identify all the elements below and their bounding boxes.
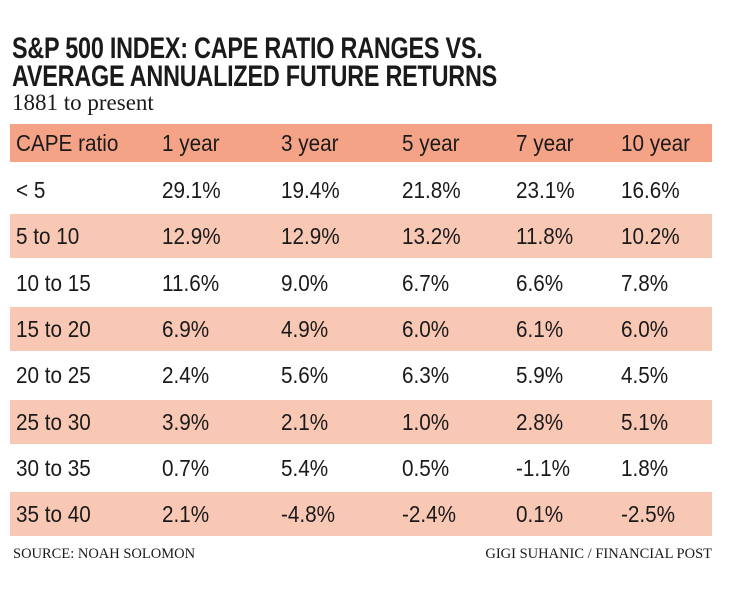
table-cell: 11.8%: [516, 223, 574, 250]
table-cell: 6.1%: [516, 315, 564, 342]
table-cell: 23.1%: [516, 177, 575, 203]
title: S&P 500 INDEX: CAPE RATIO RANGES VS.: [12, 32, 483, 65]
table-cell: -2.4%: [402, 501, 457, 528]
table-cell: 21.8%: [402, 177, 461, 203]
table-row: 15 to 20 6.9% 4.9% 6.0% 6.1% 6.0%: [10, 306, 712, 351]
column-header: 10 year: [621, 130, 691, 156]
title: AVERAGE ANNUALIZED FUTURE RETURNS: [12, 60, 497, 93]
table-row: 35 to 40 2.1% -4.8% -2.4% 0.1% -2.5%: [10, 492, 712, 537]
table-cell: 25 to 30: [16, 408, 91, 435]
table-cell: 6.0%: [402, 315, 450, 342]
table-cell: 30 to 35: [16, 454, 91, 481]
table-cell: 1.0%: [402, 408, 450, 435]
table-cell: 5.6%: [281, 362, 329, 389]
table-cell: 0.7%: [162, 454, 210, 481]
table-cell: 6.3%: [402, 362, 450, 389]
source: SOURCE: NOAH SOLOMON: [13, 546, 196, 562]
table-cell: 2.1%: [162, 501, 210, 528]
table-row: 30 to 35 0.7% 5.4% 0.5% -1.1% 1.8%: [10, 446, 712, 490]
table-cell: 2.8%: [516, 408, 564, 435]
column-header: 3 year: [281, 130, 339, 156]
table-cell: 15 to 20: [16, 315, 91, 342]
table-cell: 3.9%: [162, 408, 210, 435]
table-cell: 16.6%: [621, 177, 680, 203]
column-header: CAPE ratio: [16, 130, 119, 156]
table-cell: -1.1%: [516, 454, 571, 481]
table-cell: 2.4%: [162, 362, 210, 389]
table-cell: 20 to 25: [16, 362, 91, 389]
table-row: 20 to 25 2.4% 5.6% 6.3% 5.9% 4.5%: [10, 353, 712, 397]
table-cell: 1.8%: [621, 454, 669, 481]
credit: GIGI SUHANIC / FINANCIAL POST: [485, 546, 712, 562]
table-cell: 35 to 40: [16, 501, 91, 528]
table-cell: 0.1%: [516, 501, 564, 528]
table-cell: 4.9%: [281, 315, 329, 342]
table-cell: 0.5%: [402, 454, 450, 481]
table-cell: 5.9%: [516, 362, 564, 389]
table-row: 5 to 10 12.9% 12.9% 13.2% 11.8% 10.2%: [10, 214, 712, 259]
table-cell: < 5: [16, 177, 46, 203]
table-cell: 5 to 10: [16, 223, 80, 250]
table-cell: 13.2%: [402, 223, 461, 250]
table-cell: 2.1%: [281, 408, 329, 435]
table-cell: 11.6%: [162, 269, 220, 296]
table-cell: 19.4%: [281, 177, 340, 203]
table-cell: 6.6%: [516, 269, 564, 296]
table-cell: 10 to 15: [16, 269, 91, 296]
table-row: 10 to 15 11.6% 9.0% 6.7% 6.6% 7.8%: [10, 261, 712, 305]
header-row: CAPE ratio 1 year 3 year 5 year 7 year 10 yea…: [10, 124, 712, 162]
subtitle: 1881 to present: [12, 90, 154, 115]
table-cell: -2.5%: [621, 501, 676, 528]
table-cell: 6.0%: [621, 315, 669, 342]
table-cell: 29.1%: [162, 177, 221, 203]
table-cell: 6.7%: [402, 269, 450, 296]
column-header: 1 year: [162, 130, 220, 156]
table-cell: 10.2%: [621, 223, 680, 250]
table-cell: 12.9%: [162, 223, 221, 250]
column-header: 7 year: [516, 130, 574, 156]
table-row: < 5 29.1% 19.4% 21.8% 23.1% 16.6%: [10, 168, 712, 212]
column-header: 5 year: [402, 130, 460, 156]
table-cell: 7.8%: [621, 269, 669, 296]
table-cell: 4.5%: [621, 362, 669, 389]
table-row: 25 to 30 3.9% 2.1% 1.0% 2.8% 5.1%: [10, 399, 712, 444]
table-cell: 5.4%: [281, 454, 329, 481]
table-cell: 6.9%: [162, 315, 210, 342]
table-cell: -4.8%: [281, 501, 336, 528]
table-cell: 5.1%: [621, 408, 669, 435]
table-cell: 9.0%: [281, 269, 329, 296]
table-cell: 12.9%: [281, 223, 340, 250]
